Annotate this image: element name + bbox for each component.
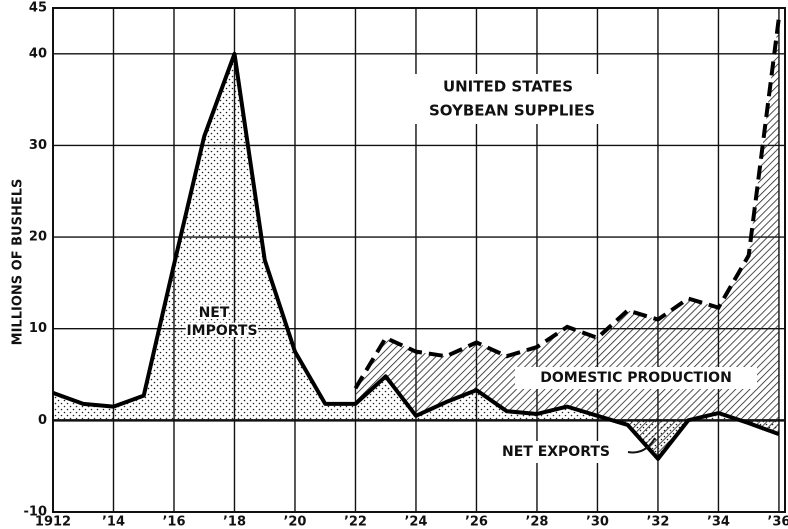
y-tick-label: 10: [29, 321, 47, 336]
labels: -10 0 10 20 30 40 45 1912 ’14 ’16 ’18 ’20 ’22 ’24 ’26 ’…: [11, 1, 788, 529]
lines: [52, 16, 781, 461]
x-tick-label: 1912: [35, 515, 71, 529]
x-tick-label: ’22: [344, 515, 367, 529]
chart-title: UNITED STATES: [443, 78, 573, 96]
domestic-area: [355, 17, 779, 459]
net-imports-label: NET IMPORTS: [186, 305, 257, 339]
areas: [53, 17, 779, 459]
title-bg: [408, 74, 608, 124]
x-tick-label: ’34: [707, 515, 730, 529]
x-tick-label: ’16: [162, 515, 185, 529]
exports-label-bg: [486, 441, 626, 463]
x-tick-label: ’30: [586, 515, 609, 529]
y-tick-label: 30: [29, 138, 47, 153]
plot-frame: [52, 7, 786, 513]
x-tick-label: ’14: [102, 515, 125, 529]
net-area: [53, 53, 779, 459]
x-tick-label: ’26: [465, 515, 488, 529]
domestic-label: DOMESTIC PRODUCTION: [540, 370, 732, 386]
domestic-top-line: [353, 16, 781, 390]
y-tick-label: 40: [29, 46, 47, 61]
x-tick-label: ’32: [646, 515, 669, 529]
net-line: [52, 51, 780, 461]
x-tick-label: ’36: [767, 515, 788, 529]
x-tick-label: ’24: [404, 515, 427, 529]
y-tick-label: 0: [38, 413, 47, 428]
y-axis-label: MILLIONS OF BUSHELS: [11, 179, 26, 346]
x-tick-label: ’28: [525, 515, 548, 529]
y-tick-label: -10: [24, 505, 48, 520]
leader-line: [627, 437, 656, 454]
x-tick-label: ’18: [223, 515, 246, 529]
chart-title: SOYBEAN SUPPLIES: [429, 102, 595, 120]
domestic-label-bg: [515, 367, 757, 389]
y-tick-label: 45: [29, 1, 47, 16]
x-tick-label: ’20: [283, 515, 306, 529]
net-exports-label: NET EXPORTS: [502, 444, 610, 460]
y-tick-label: 20: [29, 230, 47, 245]
